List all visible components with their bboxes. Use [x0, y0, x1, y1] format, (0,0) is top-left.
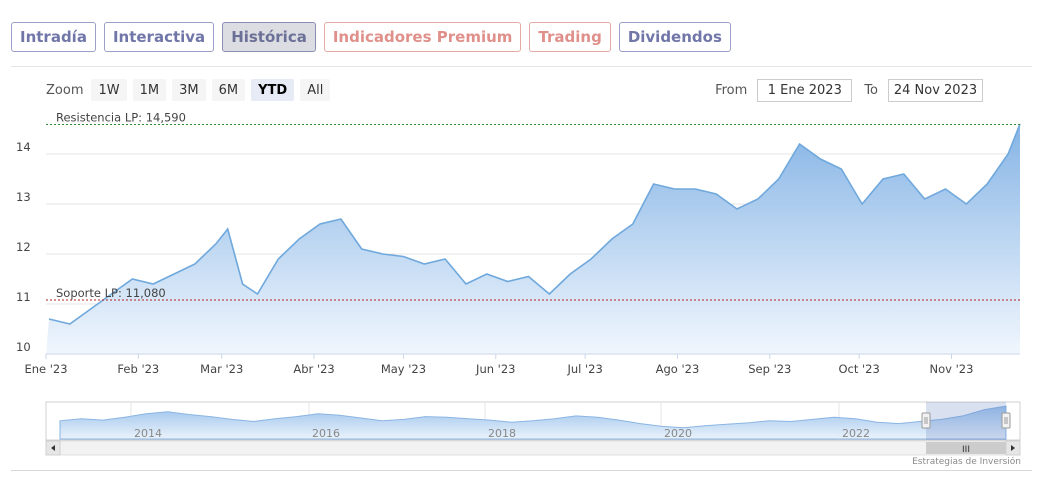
- navigator-selection[interactable]: [926, 402, 1006, 440]
- chevron-right-icon: [1011, 445, 1015, 451]
- x-tick-label: Sep '23: [748, 362, 791, 376]
- x-tick-label: Ene '23: [24, 362, 67, 376]
- to-date-input[interactable]: 24 Nov 2023: [888, 79, 983, 102]
- tab-dividendos[interactable]: Dividendos: [618, 22, 731, 52]
- x-tick-label: Abr '23: [293, 362, 334, 376]
- chart-credit[interactable]: Estrategias de Inversión: [912, 457, 1021, 467]
- x-tick-label: Ago '23: [656, 362, 700, 376]
- navigator-year-label: 2020: [664, 427, 692, 440]
- y-tick-label: 13: [16, 190, 31, 204]
- divider: [11, 66, 1032, 67]
- scrollbar-track[interactable]: [45, 440, 1021, 456]
- annotation-label: Resistencia LP: 14,590: [56, 111, 186, 125]
- price-line: [48, 123, 1021, 325]
- from-date-input[interactable]: 1 Ene 2023: [757, 79, 853, 102]
- bottom-divider: [11, 470, 1032, 471]
- x-tick-label: Oct '23: [838, 362, 879, 376]
- navigator[interactable]: 2014 2016 2018 2020 2022: [45, 401, 1021, 441]
- y-axis: 10 11 12 13 14: [16, 140, 31, 354]
- zoom-1m-button[interactable]: 1M: [132, 79, 167, 101]
- y-tick-label: 11: [16, 290, 31, 304]
- scrollbar-thumb[interactable]: [926, 442, 1006, 454]
- navigator-handle-left[interactable]: [921, 412, 931, 429]
- zoom-selector: Zoom 1W 1M 3M 6M YTD All: [46, 79, 331, 101]
- zoom-all-button[interactable]: All: [300, 79, 331, 101]
- tab-interactiva[interactable]: Interactiva: [103, 22, 215, 52]
- x-tick-label: Jul '23: [566, 362, 602, 376]
- zoom-6m-button[interactable]: 6M: [211, 79, 246, 101]
- zoom-3m-button[interactable]: 3M: [172, 79, 206, 101]
- navigator-year-label: 2016: [312, 427, 340, 440]
- tab-trading[interactable]: Trading: [529, 22, 611, 52]
- x-tick-label: Feb '23: [117, 362, 159, 376]
- navigator-year-label: 2022: [842, 427, 870, 440]
- annotation-label: Soporte LP: 11,080: [56, 286, 166, 300]
- navigator-year-labels: 2014 2016 2018 2020 2022: [134, 427, 870, 440]
- price-area: [46, 124, 1020, 354]
- tab-bar: Intradía Interactiva Histórica Indicador…: [11, 22, 731, 54]
- y-tick-label: 14: [16, 140, 31, 154]
- zoom-1w-button[interactable]: 1W: [91, 79, 127, 101]
- tab-indicadores-premium[interactable]: Indicadores Premium: [323, 22, 522, 52]
- scrollbar[interactable]: III: [45, 440, 1021, 456]
- navigator-series: [59, 405, 1007, 440]
- navigator-year-label: 2014: [134, 427, 162, 440]
- x-tick-label: Jun '23: [475, 362, 515, 376]
- from-label: From: [715, 83, 748, 98]
- chevron-left-icon: [51, 445, 55, 451]
- y-tick-label: 10: [16, 340, 31, 354]
- zoom-ytd-button[interactable]: YTD: [251, 79, 295, 101]
- zoom-label: Zoom: [46, 82, 84, 98]
- date-range: From 1 Ene 2023 To 24 Nov 2023: [715, 79, 983, 102]
- x-axis: Ene '23 Feb '23 Mar '23 Abr '23 May '23 Jun '…: [24, 354, 973, 376]
- tab-intradia[interactable]: Intradía: [11, 22, 96, 52]
- tab-historica[interactable]: Histórica: [222, 22, 316, 52]
- to-label: To: [864, 83, 878, 98]
- x-tick-label: May '23: [381, 362, 426, 376]
- navigator-handle-right[interactable]: [1001, 412, 1011, 429]
- navigator-year-label: 2018: [488, 427, 516, 440]
- scrollbar-grip: III: [962, 445, 970, 455]
- x-tick-label: Mar '23: [200, 362, 243, 376]
- x-tick-label: Nov '23: [930, 362, 974, 376]
- y-tick-label: 12: [16, 240, 31, 254]
- annotations: Resistencia LP: 14,590 Soporte LP: 11,080: [46, 111, 1020, 301]
